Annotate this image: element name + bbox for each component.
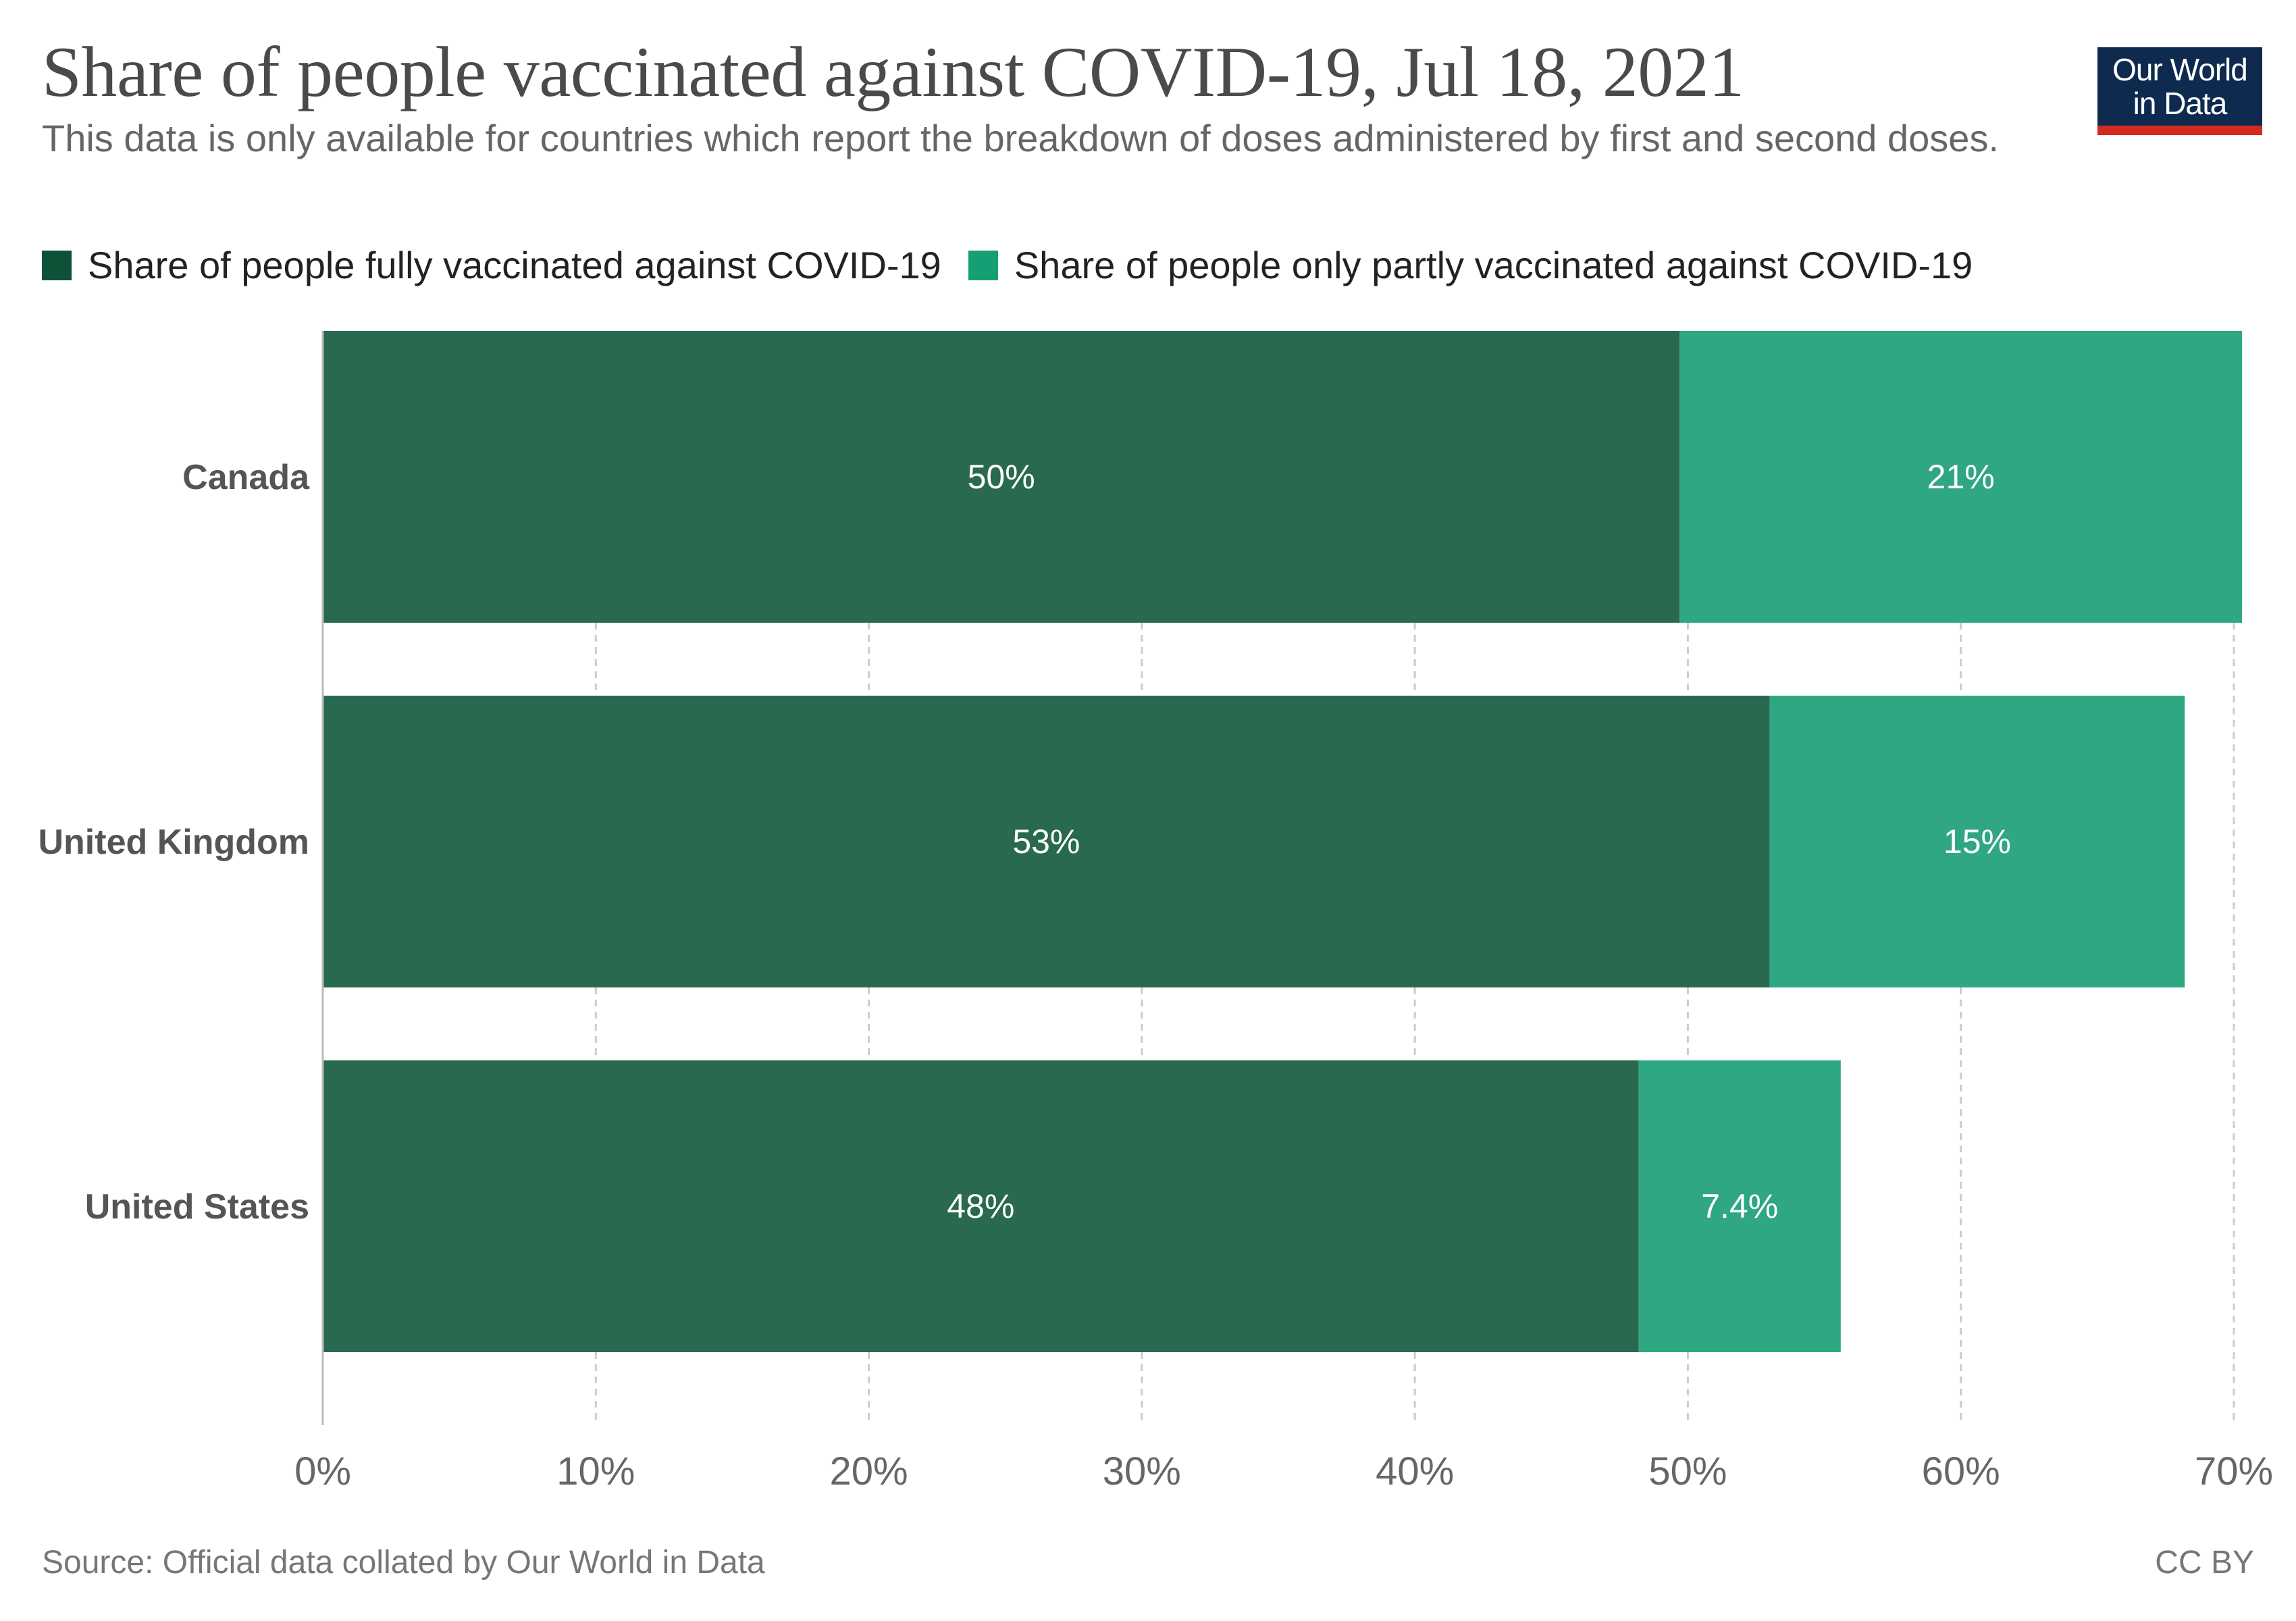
bar-united-states-series-1[interactable]: [1638, 1060, 1841, 1352]
x-tick-label-60: 60%: [1922, 1449, 2000, 1493]
x-tick-label-20: 20%: [830, 1449, 908, 1493]
data-label-united-states-series-0: 48%: [947, 1187, 1014, 1225]
license-note[interactable]: CC BY: [2155, 1545, 2254, 1580]
x-tick-label-0: 0%: [294, 1449, 351, 1493]
legend-swatch-fully: [42, 250, 72, 280]
data-label-united-kingdom-series-0: 53%: [1012, 823, 1080, 860]
legend-label-fully: Share of people fully vaccinated against…: [88, 244, 941, 286]
data-label-united-states-series-1: 7.4%: [1701, 1187, 1778, 1225]
x-tick-label-30: 30%: [1103, 1449, 1181, 1493]
logo-line-1: Our World: [2112, 52, 2248, 87]
data-label-canada-series-0: 50%: [968, 458, 1035, 496]
bar-united-kingdom-series-1[interactable]: [1769, 696, 2185, 987]
category-label-united-kingdom: United Kingdom: [38, 823, 309, 862]
bar-canada-series-1[interactable]: [1679, 331, 2243, 623]
legend-swatch-partly: [968, 250, 998, 280]
legend-item-fully[interactable]: Share of people fully vaccinated against…: [42, 243, 941, 287]
category-label-canada: Canada: [182, 458, 310, 497]
legend-label-partly: Share of people only partly vaccinated a…: [1014, 244, 1973, 286]
x-tick-label-50: 50%: [1648, 1449, 1727, 1493]
logo-line-2: in Data: [2133, 86, 2228, 121]
source-note[interactable]: Source: Official data collated by Our Wo…: [42, 1545, 765, 1580]
bar-canada-series-0[interactable]: [323, 331, 1680, 623]
owid-logo[interactable]: Our World in Data: [2097, 47, 2262, 135]
legend-item-partly[interactable]: Share of people only partly vaccinated a…: [968, 243, 1973, 287]
bar-united-kingdom-series-0[interactable]: [323, 696, 1770, 987]
chart-subtitle: This data is only available for countrie…: [42, 117, 1999, 159]
x-tick-label-10: 10%: [556, 1449, 635, 1493]
x-tick-label-40: 40%: [1376, 1449, 1454, 1493]
x-tick-label-70: 70%: [2195, 1449, 2273, 1493]
data-label-canada-series-1: 21%: [1927, 458, 1995, 496]
legend: Share of people fully vaccinated against…: [42, 243, 2000, 287]
category-label-united-states: United States: [85, 1187, 309, 1227]
data-label-united-kingdom-series-1: 15%: [1943, 823, 2011, 860]
chart-title: Share of people vaccinated against COVID…: [42, 32, 1744, 111]
bar-united-states-series-0[interactable]: [323, 1060, 1639, 1352]
